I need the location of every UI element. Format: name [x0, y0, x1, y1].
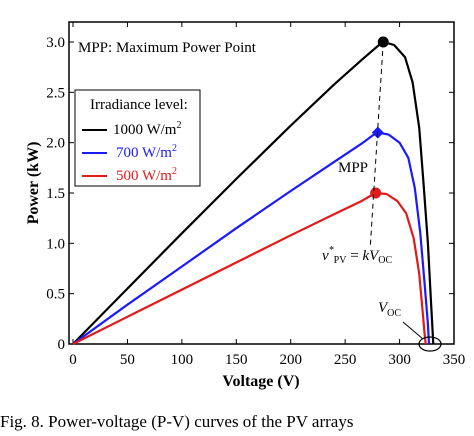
y-tick-label: 0.5 [46, 287, 65, 303]
x-tick-label: 250 [334, 352, 357, 368]
series-line-2 [72, 191, 427, 345]
mpp-marker-2 [370, 187, 382, 199]
x-tick-label: 100 [171, 352, 194, 368]
y-tick-label: 1.0 [46, 236, 65, 252]
series-layer [72, 36, 435, 345]
ticks-layer: 0 50 100 150 200 250 300 350 0 0.5 1.0 1.5 2.0 2.5 3.0 [46, 22, 465, 368]
x-tick-label: 350 [443, 352, 466, 368]
annotation-layer: MPP v*PV = kVOC VOC [322, 41, 442, 352]
plot-frame [68, 21, 455, 345]
vpv-formula: v*PV = kVOC [322, 245, 392, 266]
legend-label-1000-text: 1000 W/m [113, 122, 177, 138]
figure-caption: Fig. 8. Power-voltage (P-V) curves of th… [0, 412, 353, 431]
x-tick-label: 200 [279, 352, 302, 368]
chart-title: MPP: Maximum Power Point [78, 40, 257, 56]
y-tick-label: 2.0 [46, 136, 65, 152]
x-tick-label: 50 [120, 352, 135, 368]
legend: Irradiance level: 1000 W/m2 700 W/m2 500… [74, 89, 201, 187]
legend-title: Irradiance level: [90, 97, 188, 113]
mpp-annotation: MPP [338, 160, 368, 176]
legend-box [74, 89, 201, 187]
legend-label-700: 700 W/m2 [116, 143, 177, 161]
legend-label-1000-sup: 2 [176, 120, 181, 131]
x-tick-label: 0 [69, 352, 77, 368]
voc-ellipse [418, 336, 442, 352]
y-tick-label: 3.0 [46, 35, 65, 51]
y-tick-label: 0 [58, 337, 66, 353]
x-tick-label: 150 [225, 352, 248, 368]
voc-arrow [402, 321, 424, 340]
legend-label-700-text: 700 W/m [116, 145, 172, 161]
y-axis-title: Power (kW) [25, 142, 42, 225]
mpp-trajectory-line [369, 41, 384, 249]
legend-label-1000: 1000 W/m2 [113, 120, 181, 138]
legend-label-500-text: 500 W/m [116, 168, 172, 184]
legend-label-500: 500 W/m2 [116, 166, 177, 184]
y-tick-label: 1.5 [46, 186, 65, 202]
legend-label-500-sup: 2 [172, 166, 177, 177]
x-axis-title: Voltage (V) [222, 373, 299, 390]
voc-label: VOC [378, 300, 401, 319]
x-tick-label: 300 [388, 352, 411, 368]
legend-label-700-sup: 2 [172, 143, 177, 154]
y-tick-label: 2.5 [46, 85, 65, 101]
